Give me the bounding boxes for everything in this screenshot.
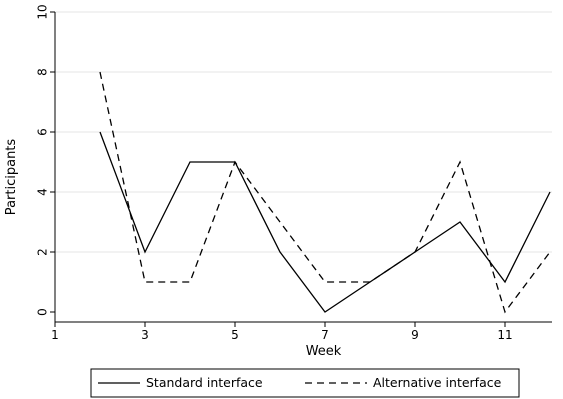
x-tick-label-5: 5 <box>231 328 239 342</box>
x-axis-title: Week <box>306 344 342 359</box>
x-ticks: 1 3 5 7 9 11 <box>51 322 513 342</box>
series-lines <box>99 71 551 314</box>
gridlines <box>55 11 552 253</box>
legend: Standard interface Alternative interface <box>90 368 520 398</box>
axes <box>54 12 552 323</box>
x-tick-label-1: 1 <box>51 328 59 342</box>
x-tick-label-9: 9 <box>411 328 419 342</box>
series-line-alternative <box>99 71 551 314</box>
y-ticks: 0 2 4 6 8 10 <box>36 4 55 316</box>
y-tick-label-2: 2 <box>36 248 50 256</box>
x-tick-label-11: 11 <box>497 328 512 342</box>
y-tick-label-6: 6 <box>36 128 50 136</box>
series-line-standard <box>99 131 551 313</box>
x-tick-label-7: 7 <box>321 328 329 342</box>
y-tick-label-0: 0 <box>36 308 50 316</box>
y-tick-label-10: 10 <box>36 4 50 19</box>
y-tick-label-4: 4 <box>36 188 50 196</box>
y-tick-label-8: 8 <box>36 68 50 76</box>
x-tick-label-3: 3 <box>141 328 149 342</box>
legend-label-1: Alternative interface <box>373 375 502 390</box>
y-axis-title: Participants <box>4 139 19 216</box>
legend-label-0: Standard interface <box>146 375 263 390</box>
